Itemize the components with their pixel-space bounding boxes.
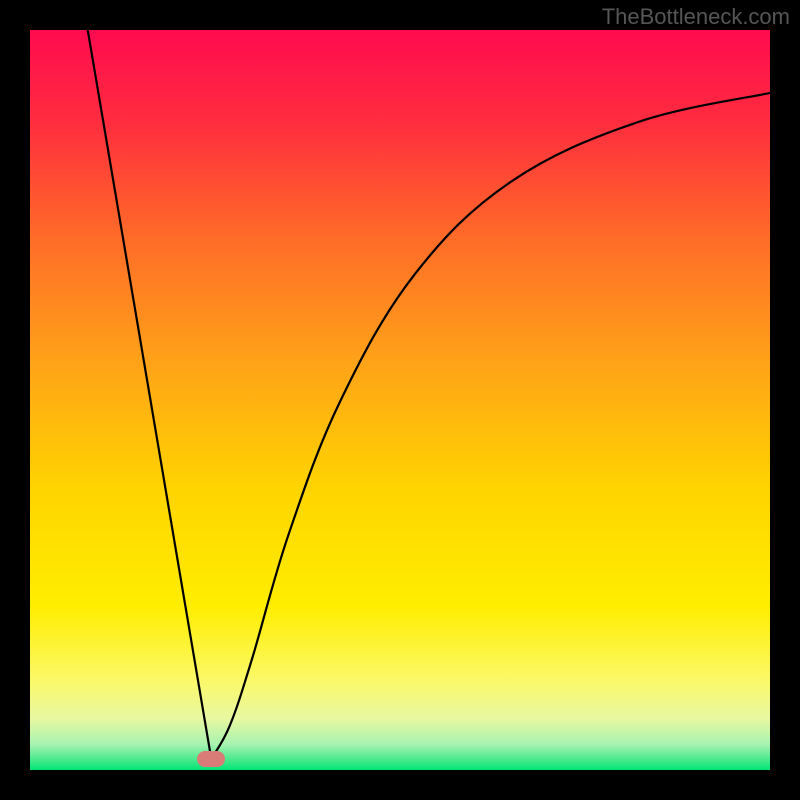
chart-container: TheBottleneck.com: [0, 0, 800, 800]
bottleneck-curve: [30, 30, 770, 770]
watermark-text: TheBottleneck.com: [602, 4, 790, 30]
optimal-point-marker: [197, 751, 225, 767]
plot-area: [30, 30, 770, 770]
curve-path: [88, 30, 770, 759]
